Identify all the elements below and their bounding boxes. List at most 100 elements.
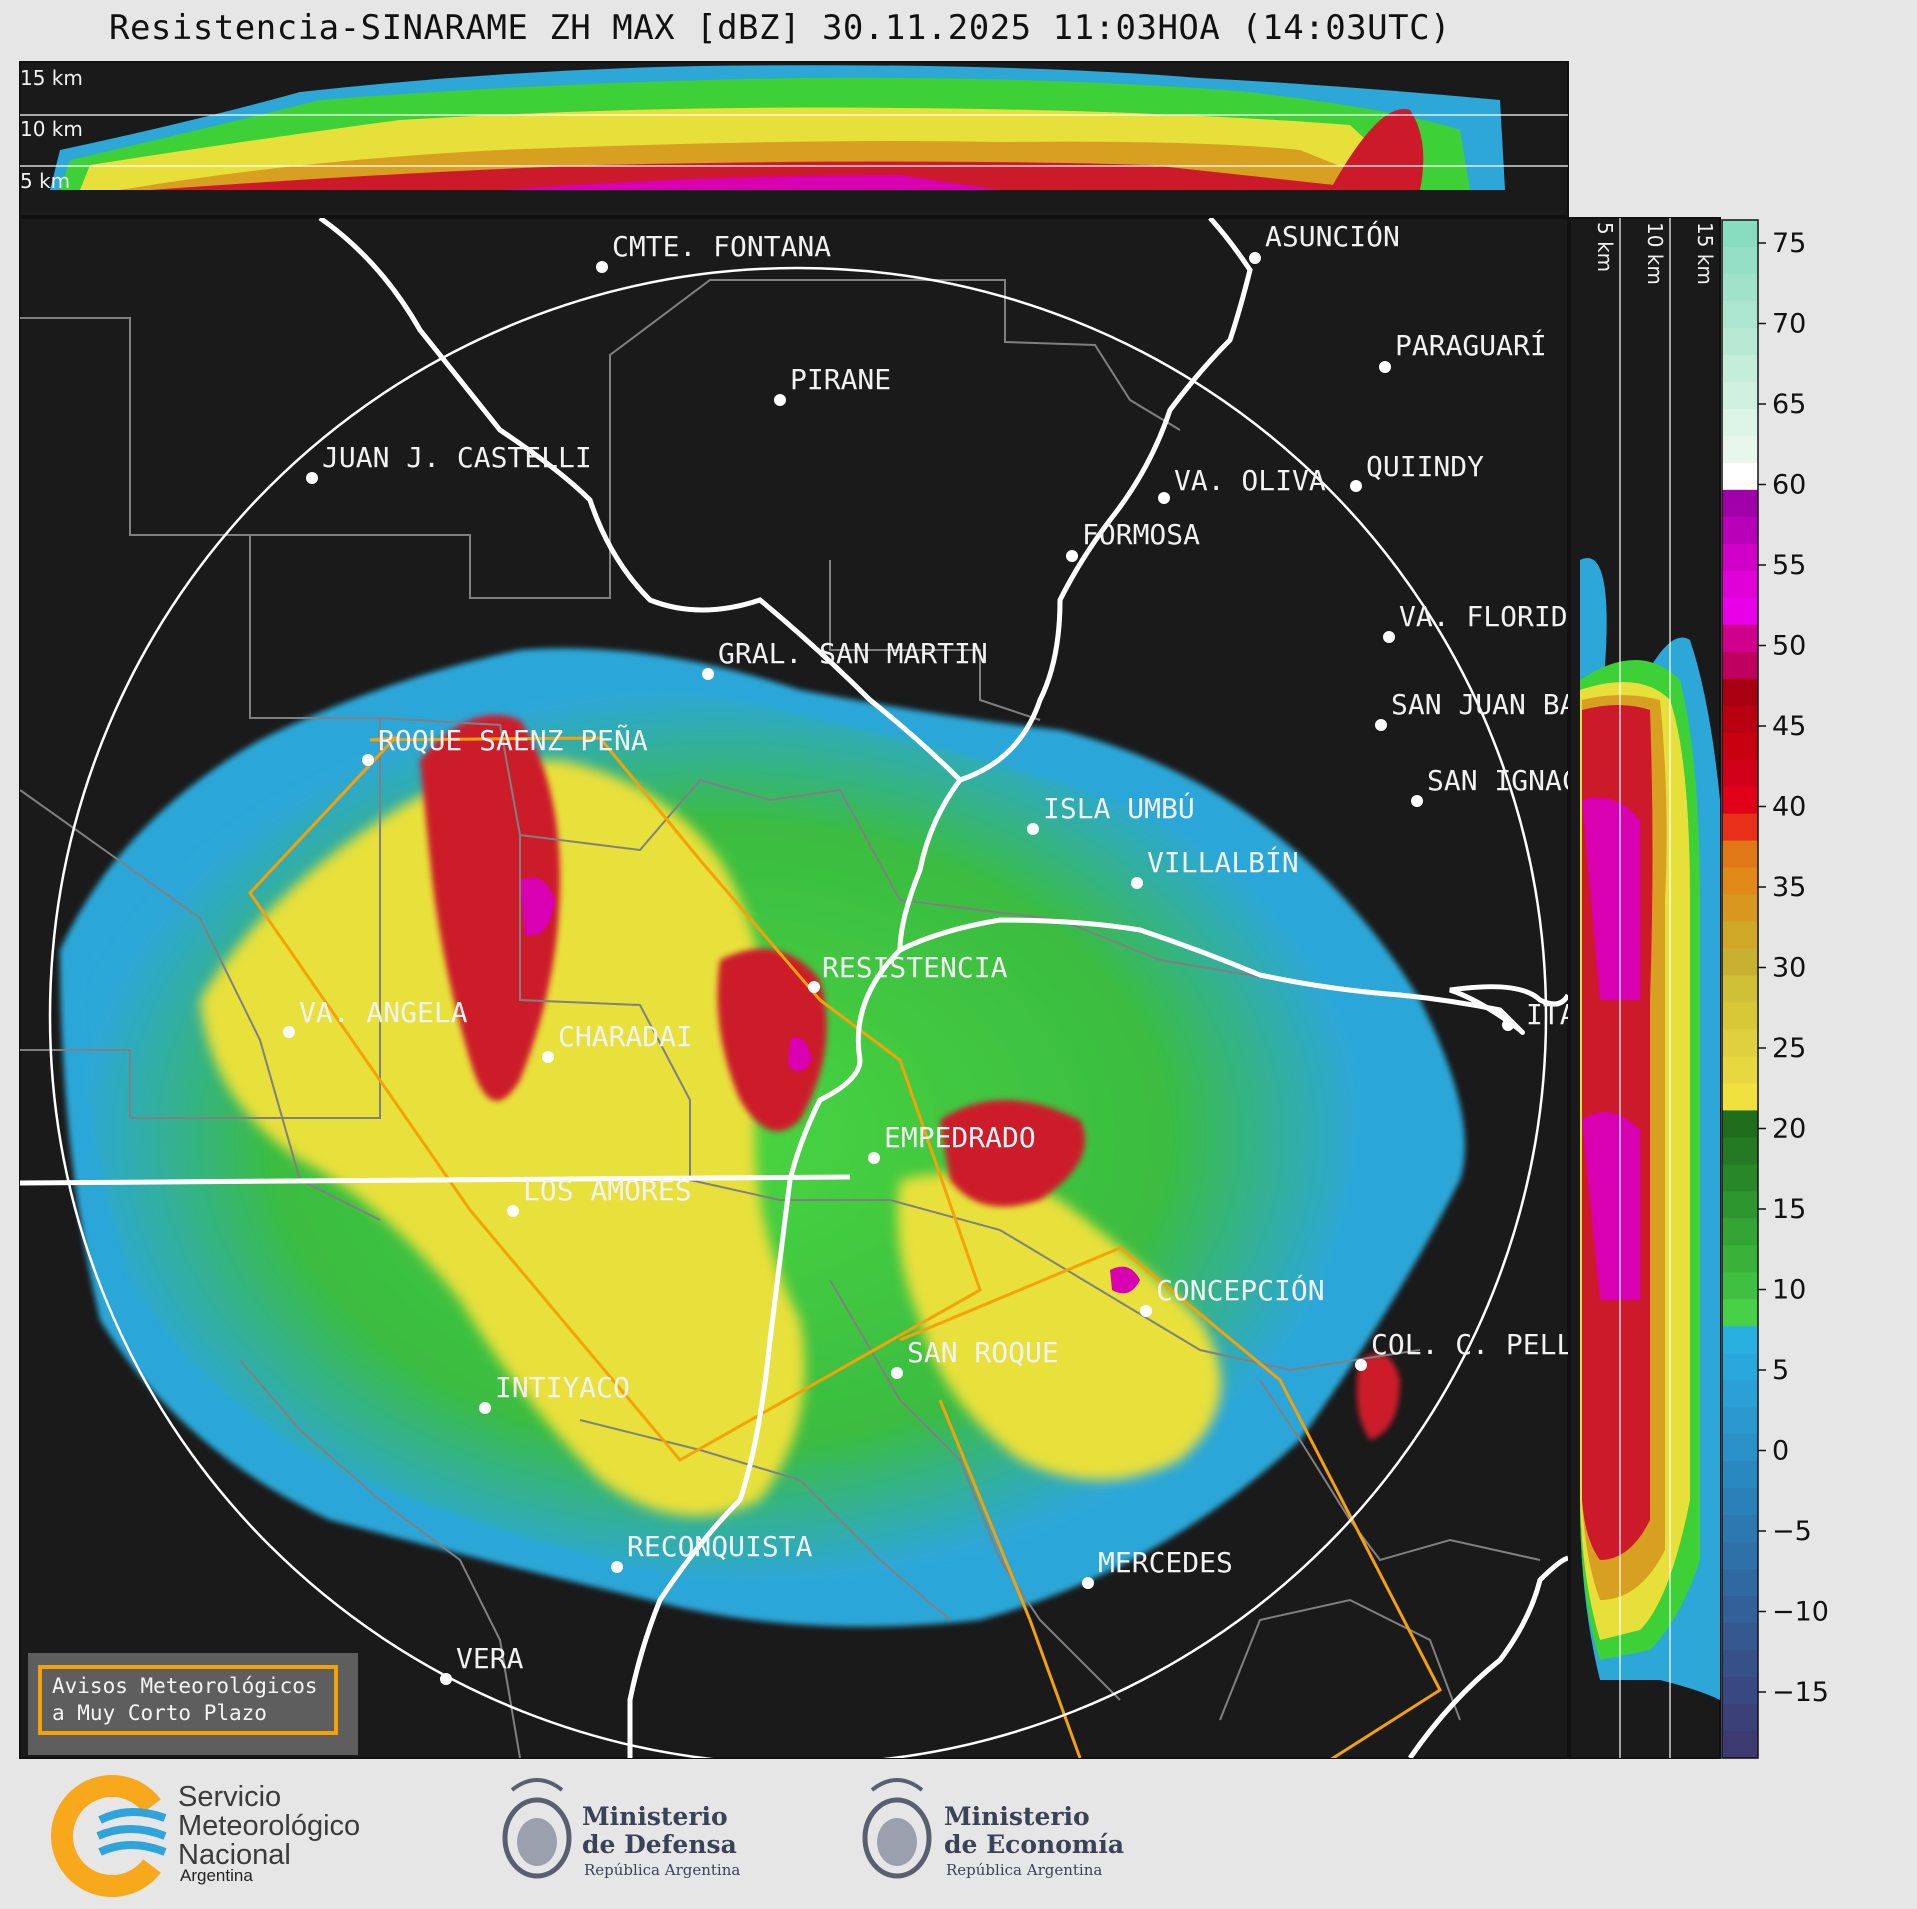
city-villalbin: VILLALBÍN <box>1131 845 1299 889</box>
city-asuncion: ASUNCIÓN <box>1249 219 1400 264</box>
city-label: ROQUE SAENZ PEÑA <box>378 723 648 757</box>
colorbar-tick-label: 60 <box>1772 470 1806 501</box>
colorbar-tick-label: 5 <box>1772 1355 1789 1386</box>
city-label: MERCEDES <box>1098 1546 1233 1579</box>
city-label: VA. ANGELA <box>299 996 468 1029</box>
colorbar-band <box>1722 867 1758 896</box>
colorbar-band <box>1722 543 1758 572</box>
smn-logo-text: Servicio Meteorológico Nacional <box>178 1783 360 1870</box>
city-roque-saenz-pena: ROQUE SAENZ PEÑA <box>362 723 648 766</box>
city-label: ISLA UMBÚ <box>1043 791 1195 825</box>
city-label: FORMOSA <box>1082 518 1200 551</box>
defensa-line-1: Ministerio <box>582 1802 728 1831</box>
city-concepcion: CONCEPCIÓN <box>1140 1273 1325 1317</box>
colorbar-band <box>1722 1596 1758 1624</box>
city-label: CMTE. FONTANA <box>612 230 831 263</box>
economia-line-2: de Economía <box>944 1830 1125 1859</box>
defensa-seal <box>502 1778 572 1879</box>
smn-line-2: Meteorológico <box>178 1810 361 1842</box>
colorbar-tick-label: 40 <box>1772 792 1806 823</box>
city-resistencia: RESISTENCIA <box>808 951 1008 993</box>
colorbar-band <box>1722 975 1758 1004</box>
colorbar-tick-label: 15 <box>1772 1194 1806 1225</box>
city-reconquista: RECONQUISTA <box>611 1530 813 1573</box>
colorbar-band <box>1722 1191 1758 1219</box>
colorbar-band <box>1722 354 1758 383</box>
river-lines <box>20 218 1568 1758</box>
colorbar-band <box>1722 1002 1758 1031</box>
colorbar-band <box>1722 1407 1758 1435</box>
city-label: GRAL. SAN MARTIN <box>718 637 988 670</box>
city-label: CONCEPCIÓN <box>1156 1273 1325 1307</box>
colorbar-band <box>1722 220 1758 248</box>
colorbar-band <box>1722 1353 1758 1381</box>
warning-box[interactable]: Avisos Meteorológicos a Muy Corto Plazo <box>28 1653 358 1755</box>
colorbar-tick-label: −15 <box>1772 1677 1829 1708</box>
colorbar-band <box>1722 462 1758 491</box>
colorbar-band <box>1722 1515 1758 1543</box>
city-empedrado: EMPEDRADO <box>868 1121 1036 1164</box>
colorbar-band <box>1722 246 1758 275</box>
colorbar-band <box>1722 381 1758 410</box>
colorbar-band <box>1722 759 1758 788</box>
warning-box-border: Avisos Meteorológicos a Muy Corto Plazo <box>38 1665 338 1735</box>
colorbar-tick-label: 75 <box>1772 228 1806 259</box>
colorbar-tick-label: 30 <box>1772 953 1806 984</box>
colorbar-tick-label: 45 <box>1772 711 1806 742</box>
colorbar-band <box>1722 1272 1758 1300</box>
city-quiindy: QUIINDY <box>1350 450 1484 492</box>
colorbar-band <box>1722 1569 1758 1597</box>
colorbar-band <box>1722 273 1758 302</box>
city-los-amores: LOS AMORES <box>507 1174 692 1217</box>
city-pirane: PIRANE <box>774 363 891 406</box>
economia-seal <box>862 1778 932 1879</box>
economia-name: Ministerio de Economía <box>944 1803 1124 1859</box>
colorbar-band <box>1722 1488 1758 1516</box>
side-height-label-15: 15 km <box>1693 222 1717 285</box>
colorbar-band <box>1722 678 1758 707</box>
colorbar-band <box>1722 786 1758 815</box>
city-label: SAN IGNACIO <box>1427 764 1612 797</box>
city-cmte-fontana: CMTE. FONTANA <box>596 230 831 273</box>
colorbar-tick-label: −5 <box>1772 1516 1812 1547</box>
city-isla-umbu: ISLA UMBÚ <box>1027 791 1195 835</box>
colorbar-band <box>1722 1704 1758 1732</box>
city-label: RECONQUISTA <box>627 1530 813 1563</box>
colorbar-band <box>1722 1461 1758 1489</box>
colorbar-band <box>1722 921 1758 950</box>
colorbar-band <box>1722 300 1758 329</box>
city-va-florida: VA. FLORIDA <box>1383 600 1568 643</box>
colorbar-band <box>1722 948 1758 977</box>
economia-sub: República Argentina <box>946 1861 1103 1879</box>
city-san-juan-bautista: SAN JUAN BAUTISTA <box>1375 688 1678 731</box>
side-height-label-10: 10 km <box>1643 222 1667 285</box>
city-label: QUIINDY <box>1366 450 1484 483</box>
defensa-line-2: de Defensa <box>582 1830 737 1859</box>
colorbar-band <box>1722 1137 1758 1165</box>
colorbar-tick-label: 55 <box>1772 550 1806 581</box>
colorbar-band <box>1722 1623 1758 1651</box>
city-label: SAN JUAN BAUTISTA <box>1391 688 1678 721</box>
colorbar-tick-label: −10 <box>1772 1597 1829 1628</box>
colorbar-bands <box>1722 220 1758 1759</box>
colorbar-band <box>1722 327 1758 356</box>
colorbar-band <box>1722 1245 1758 1273</box>
colorbar-tick-label: 50 <box>1772 631 1806 662</box>
smn-line-3: Nacional <box>178 1839 291 1871</box>
colorbar-band <box>1722 1110 1758 1139</box>
city-label: SAN ROQUE <box>907 1336 1059 1369</box>
city-markers: CMTE. FONTANA ASUNCIÓN PARAGUARÍ PIRANE … <box>283 219 1678 1685</box>
city-label: INTIYACO <box>495 1371 630 1404</box>
top-height-label-10: 10 km <box>20 117 83 141</box>
defensa-sub: República Argentina <box>584 1861 741 1879</box>
colorbar-tick-label: 0 <box>1772 1436 1789 1467</box>
smn-country: Argentina <box>180 1866 253 1885</box>
city-label: VA. OLIVA <box>1174 464 1326 497</box>
map-title: Resistencia-SINARAME ZH MAX [dBZ] 30.11.… <box>108 8 1452 48</box>
colorbar-band <box>1722 840 1758 869</box>
colorbar-band <box>1722 435 1758 464</box>
colorbar-band <box>1722 1542 1758 1570</box>
city-label: JUAN J. CASTELLI <box>322 441 592 474</box>
